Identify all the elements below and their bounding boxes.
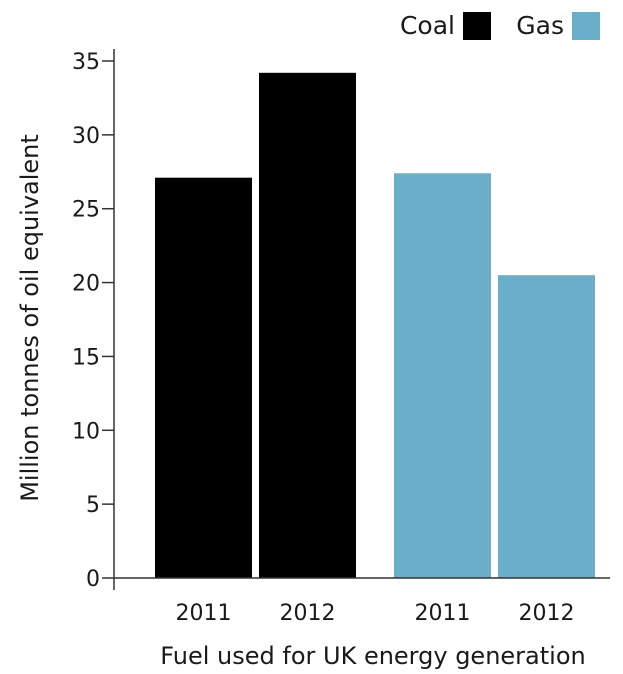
legend-swatch-coal xyxy=(463,12,491,40)
legend-label-coal: Coal xyxy=(400,11,455,40)
bar-coal-2012 xyxy=(259,72,356,579)
y-tick-label: 35 xyxy=(72,50,100,75)
x-axis: 2011 2012 2011 2012 xyxy=(114,577,610,626)
bars xyxy=(155,72,595,579)
y-tick-label: 20 xyxy=(72,272,100,297)
y-tick-label: 30 xyxy=(72,124,100,149)
y-tick-label: 10 xyxy=(72,419,100,444)
x-tick-label: 2011 xyxy=(415,601,471,626)
legend: Coal Gas xyxy=(400,11,600,40)
bar-coal-2011 xyxy=(155,177,252,579)
x-tick-label: 2012 xyxy=(519,601,575,626)
y-axis: 0 5 10 15 20 25 30 35 xyxy=(72,49,115,592)
y-axis-title: Million tonnes of oil equivalent xyxy=(16,134,44,502)
y-tick-label: 25 xyxy=(72,198,100,223)
legend-swatch-gas xyxy=(572,12,600,40)
bar-gas-2012 xyxy=(498,275,595,578)
y-tick-label: 5 xyxy=(86,493,100,518)
y-tick-label: 15 xyxy=(72,345,100,370)
x-tick-label: 2012 xyxy=(280,601,336,626)
legend-label-gas: Gas xyxy=(516,11,564,40)
y-tick-label: 0 xyxy=(86,567,100,592)
x-tick-label: 2011 xyxy=(176,601,232,626)
bar-gas-2011 xyxy=(394,173,491,578)
x-axis-title: Fuel used for UK energy generation xyxy=(160,642,585,670)
